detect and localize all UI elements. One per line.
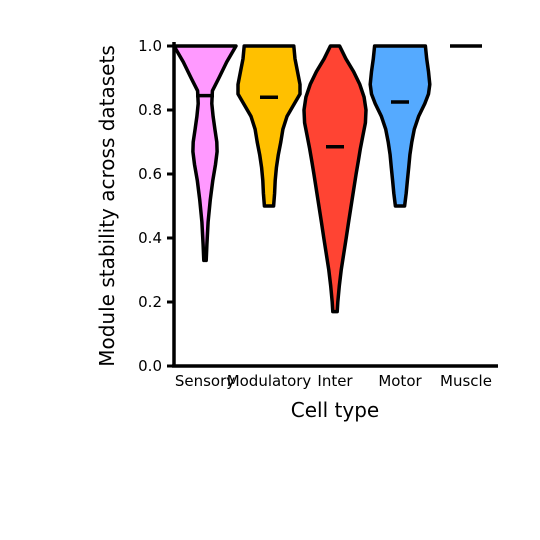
x-category-label: Inter — [317, 372, 353, 390]
x-axis-title: Cell type — [291, 398, 379, 422]
violin-sensory — [172, 44, 238, 263]
violin-modulatory — [236, 44, 302, 208]
violin-inter — [302, 44, 368, 314]
x-category-label: Muscle — [440, 372, 492, 390]
x-category-label: Motor — [378, 372, 422, 390]
y-tick-label: 0.4 — [138, 229, 162, 247]
y-tick-label: 0.0 — [138, 357, 162, 375]
x-category-label: Modulatory — [227, 372, 312, 390]
y-tick-label: 0.6 — [138, 165, 162, 183]
x-category-label: Sensory — [175, 372, 235, 390]
y-tick-label: 1.0 — [138, 37, 162, 55]
y-tick-label: 0.8 — [138, 101, 162, 119]
violin-motor — [368, 44, 432, 208]
y-axis-title: Module stability across datasets — [95, 45, 119, 367]
y-tick-label: 0.2 — [138, 293, 162, 311]
